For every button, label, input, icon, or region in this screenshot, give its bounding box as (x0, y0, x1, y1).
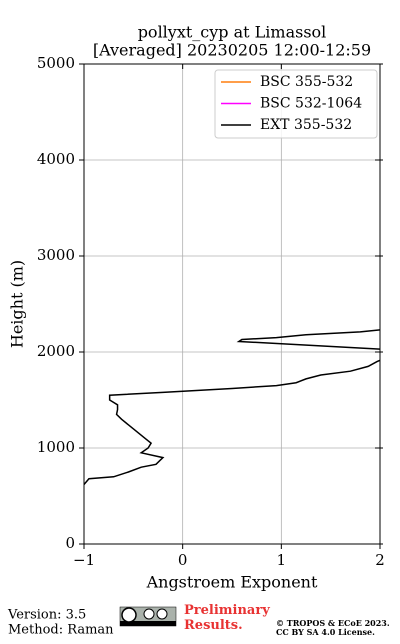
y-tick-label: 4000 (37, 150, 75, 168)
cc-logo (119, 606, 177, 627)
version: Version: 3.5 (7, 608, 86, 623)
x-tick-label: 1 (277, 551, 287, 569)
chart-title: pollyxt_cyp at Limassol (138, 23, 327, 42)
plot-frame (83, 63, 381, 545)
x-axis-label: Angstroem Exponent (146, 573, 318, 592)
y-tick-label: 5000 (37, 54, 75, 72)
legend-label: BSC 355-532 (260, 74, 353, 90)
legend-label: BSC 532-1064 (260, 96, 362, 112)
y-axis-label: Height (m) (8, 260, 27, 348)
y-tick-label: 0 (65, 534, 75, 552)
plot-lines (84, 329, 380, 485)
legend: BSC 355-532 BSC 532-1064 EXT 355-532 (214, 69, 378, 139)
y-tick-label: 2000 (37, 342, 75, 360)
method: Method: Raman (8, 623, 114, 638)
license: CC BY SA 4.0 License. (276, 627, 375, 637)
y-tick-label: 1000 (37, 438, 75, 456)
y-tick-label: 3000 (37, 246, 75, 264)
profile-line (84, 329, 380, 485)
legend-label: EXT 355-532 (260, 117, 352, 133)
chart-subtitle: [Averaged] 20230205 12:00-12:59 (93, 41, 371, 60)
copyright: © TROPOS & ECoE 2023. (276, 618, 390, 628)
notice: Preliminary Results. (184, 603, 270, 633)
x-tick-label: −1 (73, 551, 95, 569)
legend-box (214, 69, 378, 139)
x-tick-label: 0 (178, 551, 188, 569)
x-tick-label: 2 (375, 551, 385, 569)
